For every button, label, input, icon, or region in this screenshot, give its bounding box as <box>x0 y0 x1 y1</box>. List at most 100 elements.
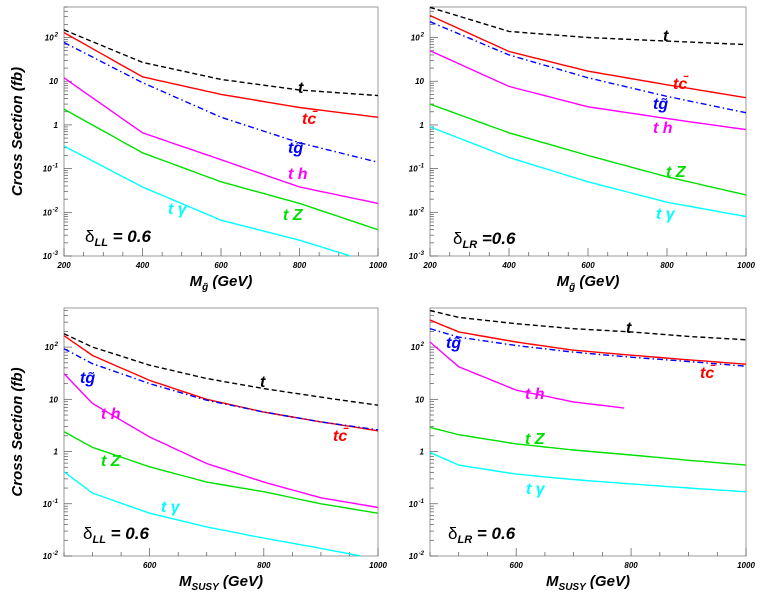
series-label-tZ: t Z <box>666 164 687 181</box>
y-tick-base: 10 <box>411 34 420 43</box>
series-line-tc <box>429 319 747 365</box>
series-line-tg <box>63 348 379 431</box>
x-axis-label-sub: SUSY <box>559 582 588 593</box>
x-tick-label: 200 <box>56 261 71 270</box>
y-tick-base: 10 <box>45 34 54 43</box>
y-tick-exponent: -3 <box>419 251 425 257</box>
x-tick-label: 800 <box>293 261 307 270</box>
y-tick-label: 10-1 <box>43 164 59 174</box>
series-label-t: t <box>626 320 632 337</box>
x-axis-label-main: M <box>179 573 192 590</box>
series-label-tZ: t Z <box>101 453 122 470</box>
y-tick-base: 10 <box>409 165 418 174</box>
series-label-t: t <box>298 80 304 97</box>
x-axis-label-main: M <box>557 273 570 290</box>
y-tick-label: 102 <box>45 33 59 43</box>
series-label-t: t <box>663 28 669 45</box>
y-tick-label: 10 <box>49 77 58 86</box>
series-line-th <box>63 373 379 509</box>
series-line-tgamma <box>429 451 747 493</box>
delta-annotation: δLR =0.6 <box>453 229 516 251</box>
y-tick-label: 10 <box>415 77 424 86</box>
series-line-t <box>63 333 379 406</box>
x-tick-label: 400 <box>501 261 516 270</box>
delta-annotation: δLL = 0.6 <box>83 524 149 546</box>
x-axis-label-unit: (GeV) <box>219 573 263 590</box>
y-tick-label: 102 <box>411 342 425 352</box>
y-tick-base: 1 <box>54 448 59 457</box>
series-line-th <box>429 341 625 409</box>
series-line-tc <box>429 14 747 99</box>
x-tick-label: 1000 <box>369 261 387 270</box>
delta-annotation: δLR = 0.6 <box>448 524 516 546</box>
y-tick-base: 10 <box>409 552 418 561</box>
series-label-tgamma: t γ <box>168 201 188 218</box>
y-tick-base: 10 <box>43 500 52 509</box>
y-tick-label: 10-1 <box>43 499 59 509</box>
x-tick-label: 800 <box>257 561 271 570</box>
y-tick-label: 10-3 <box>43 251 59 261</box>
series-label-tc: tc̄ <box>673 74 689 93</box>
y-tick-base: 1 <box>420 121 425 130</box>
x-axis-label-sub: SUSY <box>192 582 221 593</box>
series-line-tZ <box>429 426 747 466</box>
delta-subscript: LL <box>94 237 108 249</box>
series-line-tc <box>63 31 379 118</box>
series-label-tgamma: t γ <box>656 206 676 223</box>
y-tick-label: 102 <box>45 342 59 352</box>
y-tick-label: 10-2 <box>43 551 59 561</box>
y-tick-base: 10 <box>43 165 52 174</box>
series-label-th: t h <box>288 166 308 183</box>
y-tick-base: 10 <box>415 77 424 86</box>
y-tick-exponent: -1 <box>53 499 59 505</box>
series-line-tgamma <box>63 471 362 557</box>
y-axis-label: Cross Section (fb) <box>9 367 26 496</box>
x-axis-label-main: M <box>190 273 203 290</box>
x-axis-label-unit: (GeV) <box>586 573 630 590</box>
y-tick-label: 1 <box>54 448 59 457</box>
y-tick-base: 10 <box>49 77 58 86</box>
y-tick-label: 1 <box>420 121 425 130</box>
x-tick-label: 1000 <box>737 261 755 270</box>
x-tick-label: 1000 <box>369 561 387 570</box>
x-axis-label-sub: g̃ <box>568 282 575 293</box>
y-tick-base: 10 <box>415 395 424 404</box>
series-line-tgamma <box>63 145 351 257</box>
y-tick-exponent: -1 <box>53 164 59 170</box>
y-tick-base: 10 <box>409 500 418 509</box>
x-axis-label-unit: (GeV) <box>575 273 619 290</box>
x-tick-label: 600 <box>214 261 228 270</box>
series-line-tg <box>429 328 747 367</box>
delta-annotation: δLL = 0.6 <box>85 227 151 249</box>
series-line-t <box>429 6 747 46</box>
plot-frame <box>429 6 747 257</box>
delta-symbol: δ <box>453 229 462 248</box>
y-tick-base: 10 <box>45 343 54 352</box>
y-tick-base: 10 <box>409 252 418 261</box>
x-axis-label: Mg̃ (GeV) <box>557 273 620 293</box>
series-label-tg: tg̃ <box>446 335 461 352</box>
y-tick-label: 10-1 <box>409 164 425 174</box>
y-tick-base: 10 <box>409 208 418 217</box>
series-label-th: t h <box>101 406 121 423</box>
y-tick-label: 10-1 <box>409 499 425 509</box>
series-label-tZ: t Z <box>283 207 304 224</box>
series-label-tgamma: t γ <box>526 481 546 498</box>
x-tick-label: 600 <box>143 561 157 570</box>
y-tick-exponent: -2 <box>53 551 59 557</box>
y-tick-exponent: -2 <box>419 207 425 213</box>
x-axis-label-sub: g̃ <box>201 282 208 293</box>
y-tick-label: 1 <box>54 121 59 130</box>
delta-value: = 0.6 <box>106 524 150 543</box>
y-tick-label: 10 <box>49 395 58 404</box>
series-label-tgamma: t γ <box>161 499 181 516</box>
series-label-tc: tc̄ <box>700 363 716 382</box>
delta-value: = 0.6 <box>472 524 516 543</box>
y-tick-base: 1 <box>420 448 425 457</box>
plot-frame <box>429 307 747 557</box>
y-tick-label: 102 <box>411 33 425 43</box>
